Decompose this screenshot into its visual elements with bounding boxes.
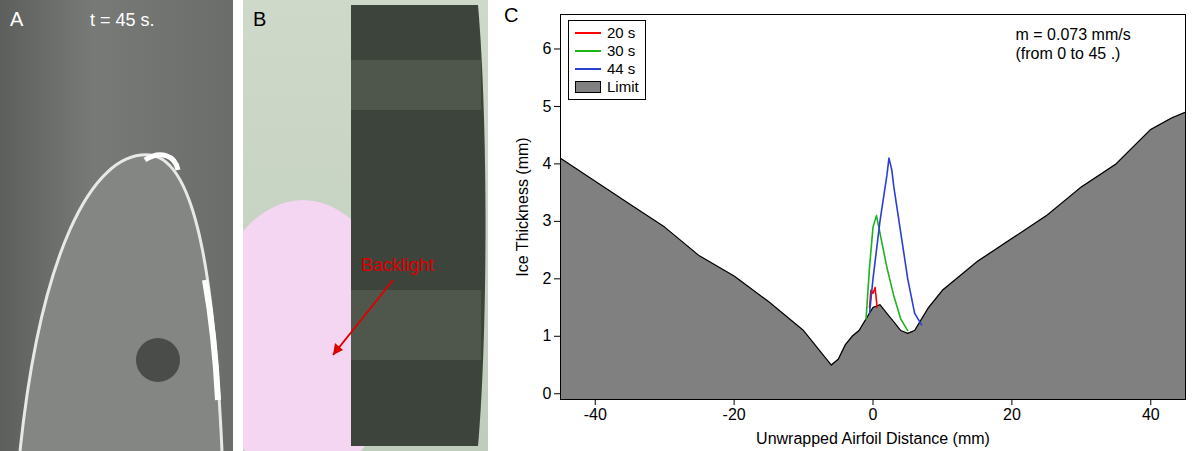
- svg-text:-20: -20: [723, 406, 746, 423]
- html-text:30 s: 30 s: [607, 42, 636, 59]
- svg-text:3: 3: [543, 212, 552, 229]
- svg-text:m = 0.073 mm/s(from 0 to 45 .): m = 0.073 mm/s(from 0 to 45 .): [1016, 26, 1131, 62]
- svg-text:Unwrapped Airfoil Distance (mm: Unwrapped Airfoil Distance (mm): [756, 430, 990, 447]
- html-text:Backlight: Backlight: [361, 255, 434, 275]
- html-text:t = 45 s.: t = 45 s.: [90, 10, 155, 30]
- html-text:C: C: [504, 4, 519, 26]
- svg-text:-40: -40: [584, 406, 607, 423]
- html-text:A: A: [10, 8, 24, 30]
- html-text:Limit: Limit: [607, 78, 639, 95]
- svg-text:20: 20: [1003, 406, 1021, 423]
- svg-text:4: 4: [543, 155, 552, 172]
- svg-text:Ice Thickness (mm): Ice Thickness (mm): [514, 137, 531, 276]
- svg-text:0: 0: [869, 406, 878, 423]
- svg-text:2: 2: [543, 270, 552, 287]
- svg-text:0: 0: [543, 385, 552, 402]
- html-text:44 s: 44 s: [607, 60, 636, 77]
- svg-text:5: 5: [543, 98, 552, 115]
- svg-text:1: 1: [543, 327, 552, 344]
- svg-text:40: 40: [1142, 406, 1160, 423]
- html-text:20 s: 20 s: [607, 24, 636, 41]
- html-text:B: B: [253, 8, 267, 30]
- svg-text:6: 6: [543, 40, 552, 57]
